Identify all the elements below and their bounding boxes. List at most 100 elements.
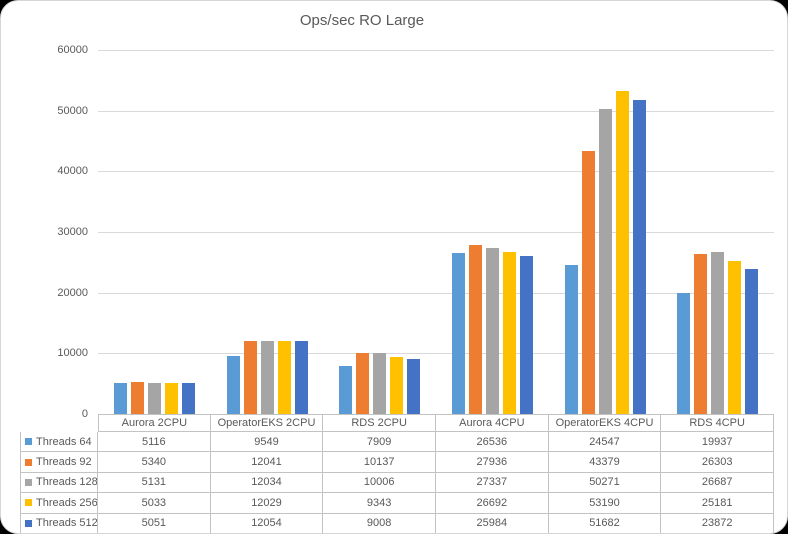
chart-title: Ops/sec RO Large bbox=[299, 12, 425, 29]
table-value-cell: 10006 bbox=[323, 472, 436, 494]
bar bbox=[502, 252, 516, 414]
table-value-cell: 51682 bbox=[548, 513, 662, 533]
table-value-cell: 26303 bbox=[661, 452, 774, 473]
table-value-cell: 25181 bbox=[661, 493, 774, 514]
bar bbox=[147, 383, 161, 414]
bar bbox=[598, 109, 612, 414]
table-value-cell: 12041 bbox=[210, 452, 324, 473]
legend-swatch bbox=[25, 458, 32, 466]
table-value-cell: 26692 bbox=[435, 493, 549, 514]
bar bbox=[260, 341, 274, 414]
table-value-cell: 9343 bbox=[323, 493, 436, 514]
table-value-cell: 5340 bbox=[98, 452, 211, 473]
bar bbox=[113, 383, 127, 414]
bar-group bbox=[98, 50, 211, 414]
bar bbox=[564, 265, 578, 414]
table-value-cell: 25984 bbox=[435, 513, 549, 533]
bar-group bbox=[436, 50, 549, 414]
table-value-cell: 24547 bbox=[548, 432, 662, 453]
bar bbox=[451, 253, 465, 414]
bar bbox=[581, 151, 595, 414]
table-value-cell: 12034 bbox=[210, 472, 324, 494]
table-value-cell: 26687 bbox=[661, 472, 774, 494]
y-tick-label: 50000 bbox=[57, 105, 88, 117]
table-value-cell: 12029 bbox=[210, 493, 324, 514]
bar-group bbox=[323, 50, 436, 414]
table-header-cell: OperatorEKS 2CPU bbox=[210, 414, 324, 432]
bar bbox=[468, 245, 482, 414]
bar-group bbox=[661, 50, 774, 414]
plot-area bbox=[98, 50, 774, 414]
y-tick-label: 10000 bbox=[57, 347, 88, 359]
bar bbox=[390, 357, 404, 414]
bar bbox=[407, 359, 421, 414]
legend-label: Threads 92 bbox=[36, 456, 92, 469]
table-value-cell: 7909 bbox=[323, 432, 436, 453]
gridline bbox=[98, 293, 774, 294]
bar bbox=[277, 341, 291, 414]
table-value-cell: 27936 bbox=[435, 452, 549, 473]
bar bbox=[485, 248, 499, 414]
table-value-cell: 9008 bbox=[323, 513, 436, 533]
bar bbox=[632, 100, 646, 414]
legend-label: Threads 128 bbox=[36, 476, 98, 489]
table-legend-cell: Threads 128 bbox=[20, 472, 98, 494]
y-tick-label: 0 bbox=[81, 408, 88, 420]
bar bbox=[728, 261, 742, 414]
bar bbox=[519, 256, 533, 414]
legend-swatch bbox=[25, 438, 32, 446]
bar-groups bbox=[98, 50, 774, 414]
table-header-cell: RDS 2CPU bbox=[323, 414, 436, 432]
bar bbox=[130, 382, 144, 414]
data-table: Aurora 2CPU OperatorEKS 2CPU RDS 2CPU Auror… bbox=[20, 414, 774, 533]
bar bbox=[694, 254, 708, 414]
table-header-cell: OperatorEKS 4CPU bbox=[548, 414, 662, 432]
table-value-cell: 50271 bbox=[548, 472, 662, 494]
gridline bbox=[98, 353, 774, 354]
legend-swatch bbox=[25, 499, 32, 507]
table-value-cell: 12054 bbox=[210, 513, 324, 533]
gridline bbox=[98, 171, 774, 172]
table-value-cell: 23872 bbox=[661, 513, 774, 533]
y-tick-label: 60000 bbox=[57, 44, 88, 56]
table-value-cell: 26536 bbox=[435, 432, 549, 453]
bar bbox=[615, 91, 629, 414]
gridline bbox=[98, 111, 774, 112]
bar bbox=[164, 383, 178, 414]
table-legend-cell: Threads 256 bbox=[20, 493, 98, 514]
gridline bbox=[98, 50, 774, 51]
table-header-cell: Aurora 2CPU bbox=[98, 414, 211, 432]
bar bbox=[711, 252, 725, 414]
table-value-cell: 27337 bbox=[435, 472, 549, 494]
table-value-cell: 5051 bbox=[98, 513, 211, 533]
legend-swatch bbox=[25, 519, 32, 527]
legend-swatch bbox=[25, 478, 32, 486]
bar bbox=[294, 341, 308, 414]
table-legend-cell: Threads 512 bbox=[20, 513, 98, 533]
bar bbox=[181, 383, 195, 414]
legend-label: Threads 512 bbox=[36, 517, 98, 530]
table-value-cell: 5033 bbox=[98, 493, 211, 514]
table-value-cell: 19937 bbox=[661, 432, 774, 453]
table-value-cell: 53190 bbox=[548, 493, 662, 514]
bar bbox=[677, 293, 691, 414]
y-tick-label: 40000 bbox=[57, 165, 88, 177]
bar bbox=[356, 353, 370, 414]
legend-label: Threads 256 bbox=[36, 496, 98, 509]
table-legend-cell: Threads 92 bbox=[20, 452, 98, 473]
y-tick-label: 30000 bbox=[57, 226, 88, 238]
bar bbox=[373, 353, 387, 414]
bar-group bbox=[211, 50, 324, 414]
bar bbox=[226, 356, 240, 414]
table-value-cell: 5131 bbox=[98, 472, 211, 494]
table-value-cell: 9549 bbox=[210, 432, 324, 453]
bar bbox=[339, 366, 353, 414]
bar-group bbox=[549, 50, 662, 414]
table-value-cell: 5116 bbox=[98, 432, 211, 453]
bar bbox=[745, 269, 759, 414]
gridline bbox=[98, 232, 774, 233]
table-value-cell: 10137 bbox=[323, 452, 436, 473]
table-legend-cell: Threads 64 bbox=[20, 432, 98, 453]
legend-label: Threads 64 bbox=[36, 435, 92, 448]
table-header-cell: RDS 4CPU bbox=[661, 414, 774, 432]
